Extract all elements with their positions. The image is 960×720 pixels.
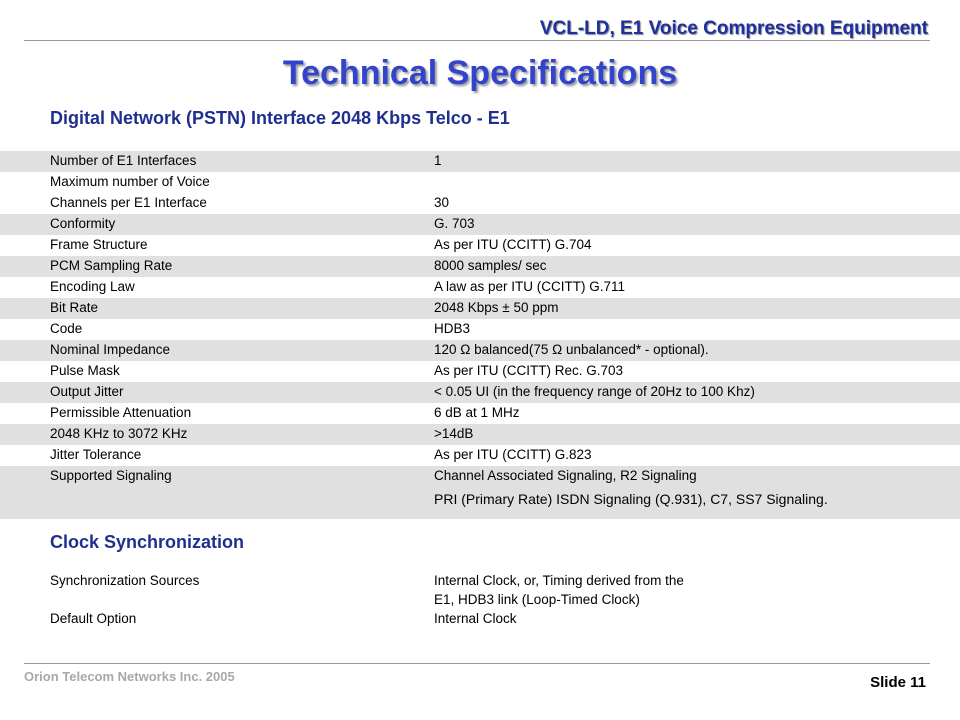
table-row: Bit Rate 2048 Kbps ± 50 ppm [0, 298, 960, 319]
table-row: Jitter Tolerance As per ITU (CCITT) G.82… [0, 445, 960, 466]
table-row: Encoding Law A law as per ITU (CCITT) G.… [0, 277, 960, 298]
spec-value: HDB3 [434, 321, 471, 336]
spec-value: 1 [434, 153, 442, 168]
spec-value: A law as per ITU (CCITT) G.711 [434, 279, 626, 294]
spec-label: Synchronization Sources [50, 573, 200, 588]
spec-value: 120 Ω balanced(75 Ω unbalanced* - option… [434, 342, 709, 357]
spec-value: < 0.05 UI (in the frequency range of 20H… [434, 384, 755, 399]
spec-value: As per ITU (CCITT) Rec. G.703 [434, 363, 624, 378]
table-row: Nominal Impedance 120 Ω balanced(75 Ω un… [0, 340, 960, 361]
spec-value: >14dB [434, 426, 474, 441]
footer-company: Orion Telecom Networks Inc. 2005 [24, 669, 235, 684]
spec-value: Internal Clock [434, 611, 517, 626]
spec-label: Output Jitter [50, 384, 124, 399]
table-row: PCM Sampling Rate 8000 samples/ sec [0, 256, 960, 277]
spec-table: Number of E1 Interfaces 1 Maximum number… [0, 151, 960, 519]
spec-label: Code [50, 321, 83, 336]
table-row: Maximum number of Voice [0, 172, 960, 193]
spec-value: Channel Associated Signaling, R2 Signali… [434, 468, 697, 483]
spec-value-continued: PRI (Primary Rate) ISDN Signaling (Q.931… [434, 491, 828, 507]
header-divider [24, 40, 930, 41]
spec-label: Channels per E1 Interface [50, 195, 207, 210]
table-row: Conformity G. 703 [0, 214, 960, 235]
spec-value: Internal Clock, or, Timing derived from … [434, 573, 684, 588]
spec-label: Conformity [50, 216, 116, 231]
slide-number: Slide 11 [870, 674, 926, 691]
table-row: Pulse Mask As per ITU (CCITT) Rec. G.703 [0, 361, 960, 382]
section-heading-e1: Digital Network (PSTN) Interface 2048 Kb… [50, 108, 510, 128]
spec-label: PCM Sampling Rate [50, 258, 173, 273]
spec-value: 2048 Kbps ± 50 ppm [434, 300, 559, 315]
table-row: Frame Structure As per ITU (CCITT) G.704 [0, 235, 960, 256]
spec-label: Default Option [50, 611, 137, 626]
spec-value: 8000 samples/ sec [434, 258, 547, 273]
table-row: 2048 KHz to 3072 KHz >14dB [0, 424, 960, 445]
spec-value: As per ITU (CCITT) G.823 [434, 447, 592, 462]
table-row: Number of E1 Interfaces 1 [0, 151, 960, 172]
spec-label: Supported Signaling [50, 468, 172, 483]
table-row: Channels per E1 Interface 30 [0, 193, 960, 214]
spec-label: Encoding Law [50, 279, 135, 294]
footer-divider [24, 663, 930, 664]
table-row: Output Jitter < 0.05 UI (in the frequenc… [0, 382, 960, 403]
spec-value-continued: E1, HDB3 link (Loop-Timed Clock) [434, 592, 640, 607]
table-row: Permissible Attenuation 6 dB at 1 MHz [0, 403, 960, 424]
table-row: Code HDB3 [0, 319, 960, 340]
spec-label: Permissible Attenuation [50, 405, 192, 420]
spec-label: Maximum number of Voice [50, 174, 210, 189]
spec-label: Bit Rate [50, 300, 99, 315]
spec-value: G. 703 [434, 216, 475, 231]
page-title: Technical Specifications [282, 54, 678, 92]
spec-label: Jitter Tolerance [50, 447, 142, 462]
spec-value: As per ITU (CCITT) G.704 [434, 237, 592, 252]
section-heading-clock: Clock Synchronization [50, 532, 245, 552]
spec-label: Pulse Mask [50, 363, 120, 378]
spec-value: 30 [434, 195, 450, 210]
spec-label: Number of E1 Interfaces [50, 153, 197, 168]
spec-label: Frame Structure [50, 237, 148, 252]
table-row: Supported Signaling Channel Associated S… [0, 466, 960, 519]
header-subtitle: VCL-LD, E1 Voice Compression Equipment [539, 18, 928, 39]
spec-label: 2048 KHz to 3072 KHz [50, 426, 188, 441]
spec-label: Nominal Impedance [50, 342, 171, 357]
spec-value: 6 dB at 1 MHz [434, 405, 520, 420]
